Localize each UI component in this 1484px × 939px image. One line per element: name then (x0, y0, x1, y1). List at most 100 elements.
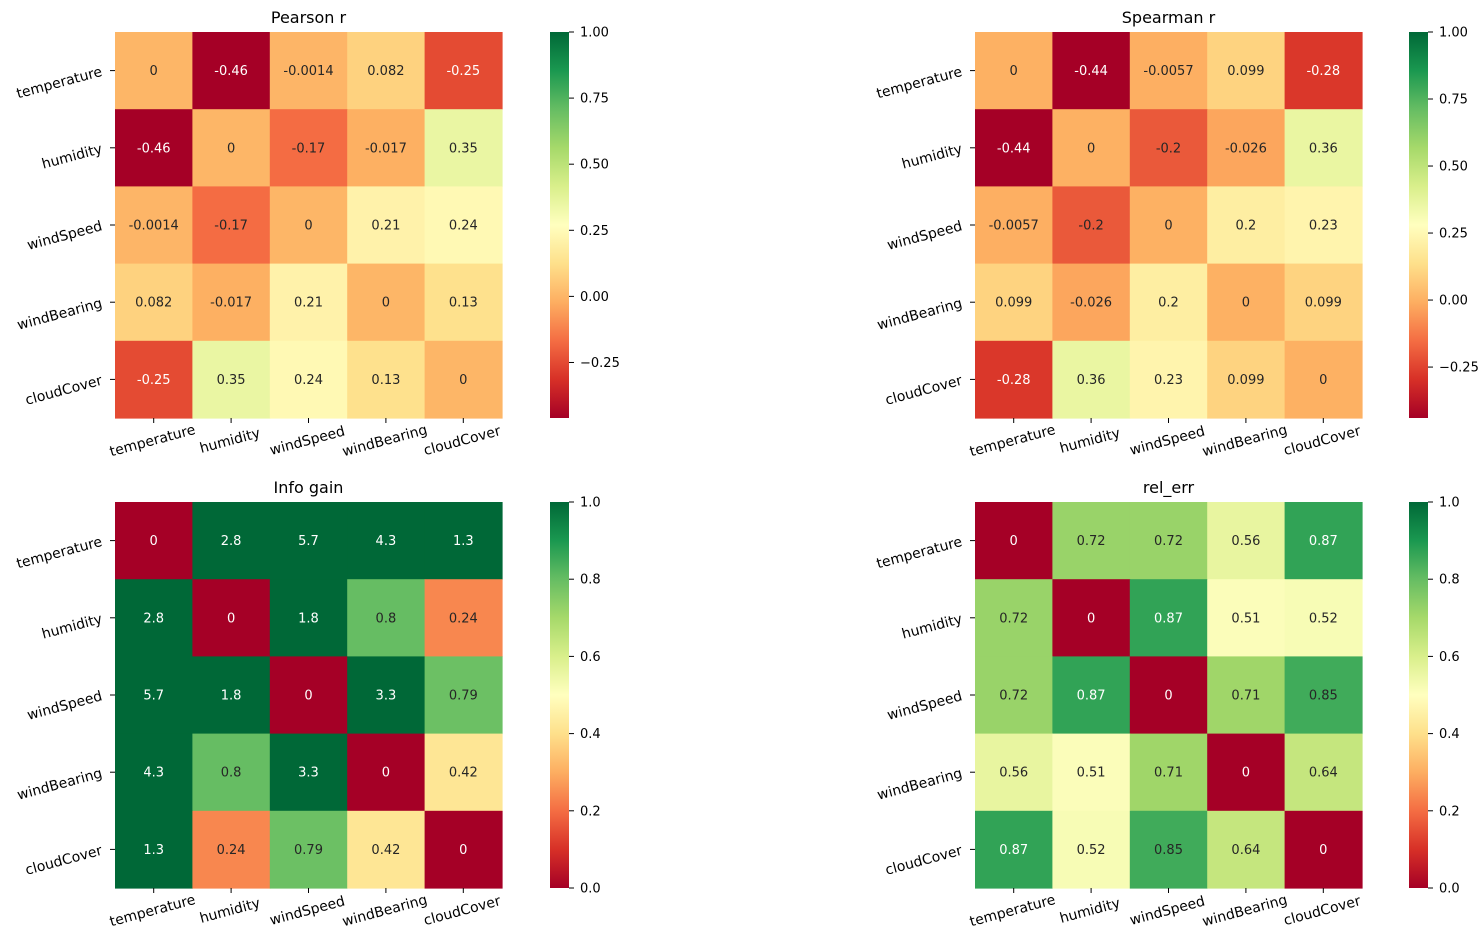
cell-label: 0 (382, 296, 390, 311)
cell-label: 1.3 (453, 534, 474, 549)
heatmap-cell (269, 733, 348, 812)
cell-label: 0.51 (1077, 766, 1106, 781)
cell-label: 0.64 (1231, 843, 1260, 858)
heatmap-cell (1284, 810, 1363, 889)
cell-label: 0 (382, 766, 390, 781)
cell-label: 0.87 (1309, 534, 1338, 549)
x-tick-label: windBearing (1201, 422, 1289, 460)
heatmap-cell (269, 109, 348, 187)
colorbar-gradient (1409, 32, 1428, 418)
heatmap-cell (1284, 186, 1363, 265)
heatmap-cell (269, 579, 348, 657)
x-tick-label: windBearing (341, 892, 429, 930)
cell-label: 1.8 (298, 611, 319, 626)
cell-label: 0.79 (294, 843, 323, 858)
heatmap-cell (347, 579, 426, 657)
colorbar-tick-label: 0.25 (1439, 227, 1468, 242)
heatmap-cell (975, 186, 1053, 265)
cell-label: 0.2 (1158, 296, 1179, 311)
heatmap-cell (269, 263, 348, 342)
cell-label: 0 (1010, 64, 1018, 79)
chart-title: Spearman r (1122, 8, 1216, 27)
heatmap-cell (1129, 186, 1208, 265)
colorbar-tick-label: 0.2 (580, 804, 601, 819)
x-tick-label: windSpeed (268, 423, 347, 458)
cell-label: 0.52 (1077, 843, 1106, 858)
colorbar-tick-label: 0.00 (580, 290, 609, 305)
cell-label: 0.36 (1077, 373, 1106, 388)
heatmap-cell (1284, 263, 1363, 342)
y-tick-label: windBearing (876, 296, 964, 334)
colorbar-tick-label: 0.00 (1439, 294, 1468, 309)
heatmap-cell (975, 263, 1053, 342)
heatmap-cell (1129, 810, 1208, 889)
x-tick-label: windSpeed (268, 893, 347, 928)
cell-label: -0.2 (1156, 141, 1181, 156)
cell-label: 0.42 (371, 843, 400, 858)
cell-label: 0.8 (376, 611, 397, 626)
cell-label: -0.46 (137, 141, 171, 156)
colorbar-tick-label: 0.50 (580, 158, 609, 173)
heatmap-cell (347, 340, 426, 419)
cell-label: 0.72 (999, 689, 1028, 704)
colorbar-gradient (550, 502, 569, 888)
heatmap-cell (347, 32, 426, 110)
colorbar-tick-label: 0.0 (1439, 882, 1460, 897)
cell-label: 0.87 (1154, 611, 1183, 626)
cell-label: -0.0057 (1143, 64, 1193, 79)
cell-label: 0.23 (1154, 373, 1183, 388)
cell-label: 3.3 (298, 766, 319, 781)
cell-label: 0.56 (999, 766, 1028, 781)
heatmap-cell (1052, 810, 1131, 889)
heatmap-cell (192, 810, 271, 889)
heatmap-cell (1284, 656, 1363, 735)
cell-label: 0 (304, 219, 312, 234)
y-tick-label: cloudCover (24, 843, 105, 879)
x-tick-label: temperature (968, 892, 1057, 930)
heatmap-cell (424, 109, 503, 187)
heatmap-panel-4: rel_err 0 0.72 0.72 0.56 0.87 0.72 0 0.87 0.51 0.5… (875, 478, 1460, 930)
y-tick-label: windBearing (16, 296, 104, 334)
y-tick-label: windSpeed (26, 218, 105, 253)
cell-label: -0.0014 (283, 64, 333, 79)
chart-title: rel_err (1143, 478, 1195, 498)
cell-label: 0.85 (1309, 689, 1338, 704)
heatmap-cell (975, 733, 1053, 812)
cell-label: 0.35 (449, 141, 478, 156)
x-tick-label: humidity (1058, 425, 1122, 456)
cell-label: 0.099 (995, 296, 1032, 311)
y-tick-label: humidity (900, 611, 964, 642)
cell-label: -0.0057 (989, 219, 1039, 234)
heatmap-cell (424, 186, 503, 265)
heatmap-cell (424, 263, 503, 342)
cell-label: -0.17 (292, 141, 326, 156)
heatmap-cell (1129, 340, 1208, 419)
x-tick-label: temperature (108, 892, 197, 930)
heatmap-cell (1207, 810, 1286, 889)
heatmap-cell (424, 32, 503, 110)
colorbar-tick-label: 0.75 (580, 92, 609, 107)
cell-label: 0.72 (1154, 534, 1183, 549)
heatmap-cell (1207, 656, 1286, 735)
colorbar: 1.00 0.75 0.50 0.25 0.00 −0.25 (550, 26, 620, 418)
cell-label: -0.28 (997, 373, 1031, 388)
cell-label: 0.64 (1309, 766, 1338, 781)
x-tick-label: temperature (968, 422, 1057, 460)
cell-label: 0 (1010, 534, 1018, 549)
x-tick-label: humidity (198, 895, 262, 926)
cell-label: 0 (1087, 141, 1095, 156)
cell-label: 0 (227, 141, 235, 156)
cell-label: 0 (1242, 766, 1250, 781)
heatmap-cell (115, 186, 193, 265)
heatmap-cell (1129, 32, 1208, 110)
heatmap-cell (1129, 263, 1208, 342)
heatmap-cell (1129, 656, 1208, 735)
heatmap-cell (1207, 263, 1286, 342)
colorbar-tick-label: −0.25 (580, 356, 620, 371)
heatmap-cell (1284, 579, 1363, 657)
heatmap-cell (975, 109, 1053, 187)
cell-label: 0 (1319, 373, 1327, 388)
y-tick-label: temperature (875, 534, 964, 572)
heatmap-cell (192, 502, 271, 580)
